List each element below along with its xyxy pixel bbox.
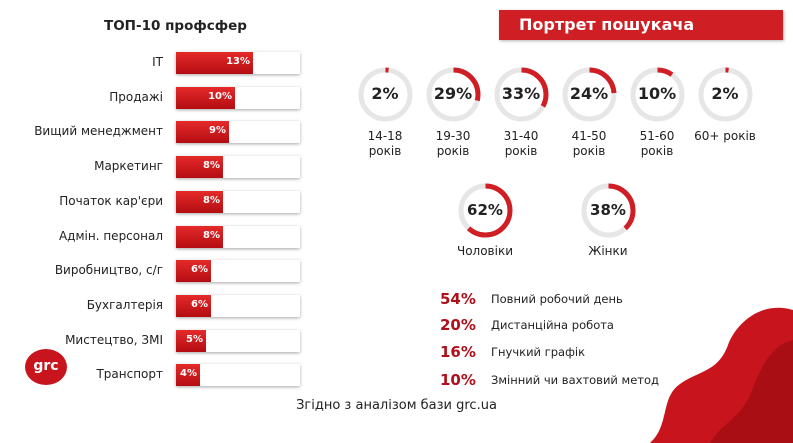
donut-arc: [562, 67, 616, 121]
bar-category-label: Продажі: [109, 89, 163, 104]
bar-category-label: IT: [152, 55, 163, 69]
bar-fill: 8%: [176, 190, 223, 213]
bar-category-label: Маркетинг: [94, 159, 163, 174]
employment-label: Повний робочий день: [491, 292, 623, 306]
bar-fill: 9%: [176, 121, 229, 144]
bar-track: 8%: [176, 156, 300, 179]
donut: 2%: [356, 65, 415, 124]
bar-value-label: 13%: [226, 56, 250, 67]
donut-value-label: 33%: [501, 84, 541, 104]
bar-category-label: Початок кар'єри: [59, 193, 163, 208]
bar-row: Вищий менеджмент 9%: [0, 119, 310, 146]
employment-percent: 16%: [440, 343, 476, 361]
bar-category-label: Транспорт: [96, 367, 163, 382]
donut-arc: [630, 67, 684, 121]
bar-track: 5%: [176, 329, 300, 352]
bar-fill: 6%: [176, 260, 211, 283]
employment-label: Змінний чи вахтовий метод: [491, 373, 659, 387]
top10-title: ТОП-10 профсфер: [104, 18, 247, 34]
bar-value-label: 4%: [180, 368, 197, 380]
bar-row: Транспорт 4%: [0, 362, 310, 389]
employment-label: Гнучкий графік: [491, 345, 586, 359]
bar-category-label: Мистецтво, ЗМІ: [65, 332, 163, 347]
donut: 2%: [696, 65, 755, 124]
employment-percent: 10%: [440, 371, 476, 389]
employment-label: Дистанційна робота: [491, 318, 614, 332]
donut-arc: [458, 183, 512, 237]
donut: 10%: [628, 65, 687, 124]
age-group-label: 19-30 років: [435, 129, 471, 158]
portrait-banner: Портрет пошукача: [499, 10, 783, 40]
bar-row: IT 13%: [0, 50, 310, 77]
donut: 29%: [424, 65, 483, 124]
employment-percent: 20%: [440, 316, 476, 334]
grc-logo-text: grc: [33, 358, 59, 374]
bar-row: Маркетинг 8%: [0, 154, 310, 181]
bar-value-label: 8%: [203, 194, 220, 206]
donut-arc: [581, 183, 635, 237]
bar-value-label: 10%: [208, 90, 232, 102]
age-group-label: 60+ років: [694, 129, 756, 143]
donut-arc: [698, 67, 752, 121]
donut-arc: [358, 67, 412, 121]
gender-label: Чоловіки: [456, 244, 514, 258]
bar-value-label: 8%: [203, 160, 220, 172]
bar-category-label: Виробництво, с/г: [54, 263, 163, 278]
donut: 33%: [492, 65, 551, 124]
bar-track: 10%: [176, 86, 300, 109]
bar-row: Початок кар'єри 8%: [0, 189, 310, 216]
donut-arc: [494, 67, 548, 121]
age-group-label: 14-18 років: [367, 129, 403, 158]
red-wave-decoration: [650, 307, 793, 443]
bar-fill: 4%: [176, 364, 200, 387]
bar-track: 13%: [176, 52, 300, 74]
bar-fill: 8%: [176, 225, 223, 248]
bar-category-label: Вищий менеджмент: [34, 124, 163, 139]
bar-category-label: Бухгалтерія: [86, 297, 163, 312]
donut-value-label: 2%: [371, 84, 399, 104]
employment-percent: 54%: [440, 290, 476, 308]
bar-row: Мистецтво, ЗМІ 5%: [0, 328, 310, 355]
donut-value-label: 38%: [590, 200, 626, 219]
bar-row: Виробництво, с/г 6%: [0, 258, 310, 285]
bar-track: 8%: [176, 225, 300, 248]
grc-logo: grc: [25, 349, 67, 385]
bar-row: Продажі 10%: [0, 85, 310, 112]
bar-fill: 13%: [176, 52, 253, 74]
bar-value-label: 6%: [191, 298, 208, 310]
donut: 24%: [560, 65, 619, 124]
donut-value-label: 62%: [467, 200, 503, 219]
portrait-banner-title: Портрет пошукача: [519, 15, 695, 34]
bar-fill: 8%: [176, 156, 223, 179]
bar-track: 8%: [176, 190, 300, 213]
donut-arc: [426, 67, 480, 121]
gender-label: Жінки: [588, 244, 628, 258]
bar-track: 6%: [176, 260, 300, 283]
bar-category-label: Адмін. персонал: [58, 228, 163, 243]
donut-value-label: 2%: [711, 84, 739, 104]
bar-value-label: 9%: [209, 125, 226, 137]
bar-row: Адмін. персонал 8%: [0, 224, 310, 251]
bar-fill: 6%: [176, 294, 211, 317]
source-note: Згідно з аналізом бази grc.ua: [296, 398, 497, 413]
donut: 62%: [456, 181, 515, 240]
age-group-label: 31-40 років: [503, 129, 539, 158]
bar-track: 6%: [176, 294, 300, 317]
bar-track: 4%: [176, 364, 300, 387]
bar-row: Бухгалтерія 6%: [0, 293, 310, 320]
age-group-label: 51-60 років: [639, 129, 675, 158]
bar-fill: 10%: [176, 86, 235, 109]
bar-fill: 5%: [176, 329, 206, 352]
donut-value-label: 10%: [637, 84, 677, 104]
donut: 38%: [579, 181, 638, 240]
bar-value-label: 8%: [203, 229, 220, 241]
bar-value-label: 6%: [191, 264, 208, 276]
donut-value-label: 29%: [433, 84, 473, 104]
age-group-label: 41-50 років: [571, 129, 607, 158]
bar-value-label: 5%: [186, 333, 203, 345]
bar-track: 9%: [176, 121, 300, 144]
donut-value-label: 24%: [569, 84, 609, 104]
